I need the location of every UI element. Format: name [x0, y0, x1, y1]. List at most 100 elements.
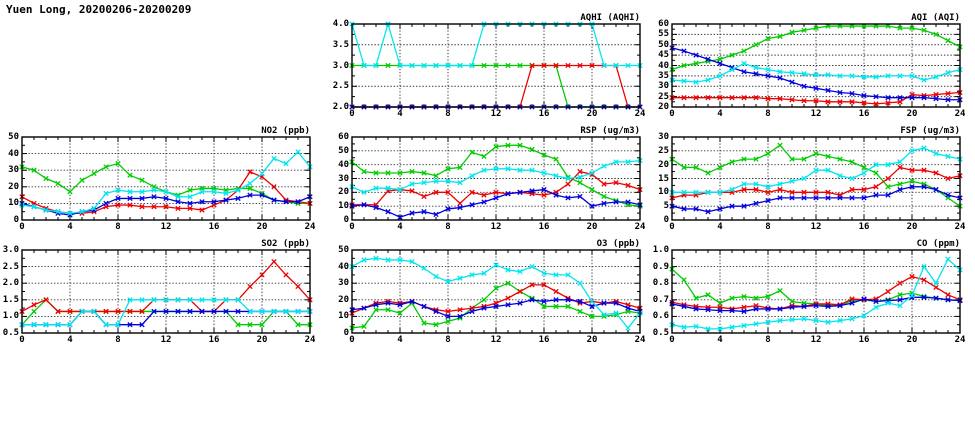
- x-tick-label: 12: [810, 109, 822, 119]
- series-line-blue: [351, 188, 641, 218]
- y-tick-label: 25: [658, 145, 669, 156]
- x-tick-label: 12: [490, 109, 502, 119]
- panel-title-o3: O3 (ppb): [596, 239, 640, 249]
- y-tick-label: 35: [658, 70, 669, 81]
- x-tick-label: 8: [115, 335, 121, 345]
- series-markers-blue: [349, 186, 643, 220]
- x-tick-label: 20: [906, 335, 918, 345]
- y-tick-label: 10: [338, 311, 349, 322]
- series-markers-red: [669, 89, 963, 107]
- y-tick-label: 0: [663, 215, 669, 225]
- panel-title-aqi: AQI (AQI): [911, 13, 960, 23]
- y-tick-label: 1.5: [2, 294, 19, 305]
- x-tick-label: 8: [765, 109, 771, 119]
- y-tick-label: 30: [338, 278, 349, 289]
- series-markers-cyan: [349, 157, 643, 195]
- y-tick-label: 60: [338, 132, 349, 142]
- y-tick-label: 30: [658, 132, 669, 142]
- series-markers-cyan: [349, 255, 643, 331]
- x-tick-label: 20: [586, 335, 598, 345]
- y-tick-label: 10: [658, 187, 669, 198]
- y-tick-label: 3.5: [332, 39, 349, 50]
- panel-rsp: RSP (ug/m3) 0 10 20 30 40 50 60 0 4 8 12 16 20 24: [338, 126, 645, 232]
- y-tick-label: 50: [338, 145, 349, 156]
- x-tick-label: 24: [954, 109, 966, 119]
- y-tick-label: 0: [343, 328, 349, 338]
- y-tick-label: 40: [338, 261, 349, 272]
- y-tick-label: 50: [338, 245, 349, 255]
- y-tick-label: 40: [8, 148, 19, 159]
- y-tick-label: 1.0: [2, 311, 19, 322]
- x-tick-label: 24: [304, 222, 316, 232]
- page-title: Yuen Long, 20200206-20200209: [6, 3, 192, 16]
- y-tick-label: 20: [338, 187, 349, 198]
- x-tick-label: 12: [810, 335, 822, 345]
- x-tick-label: 0: [669, 222, 675, 232]
- plot-area-fsp: [669, 136, 963, 221]
- series-markers-cyan: [669, 256, 963, 332]
- series-markers-green: [349, 142, 643, 209]
- y-tick-label: 20: [658, 102, 669, 112]
- y-tick-label: 15: [658, 173, 669, 184]
- x-tick-label: 24: [954, 335, 966, 345]
- x-tick-label: 12: [160, 222, 172, 232]
- series-markers-cyan: [349, 21, 643, 69]
- series-markers-cyan: [19, 149, 313, 217]
- x-tick-label: 20: [906, 109, 918, 119]
- x-tick-label: 12: [490, 335, 502, 345]
- x-tick-label: 20: [906, 222, 918, 232]
- x-tick-label: 12: [490, 222, 502, 232]
- plot-area-o3: [349, 249, 643, 334]
- plot-frame: [351, 23, 641, 108]
- panel-title-no2: NO2 (ppb): [261, 126, 310, 136]
- series-markers-cyan: [669, 60, 963, 85]
- x-tick-label: 24: [304, 335, 316, 345]
- y-tick-label: 2.5: [332, 81, 349, 92]
- plot-frame: [21, 249, 311, 334]
- plot-area-no2: [19, 136, 313, 221]
- plot-area-rsp: [349, 136, 643, 221]
- x-tick-label: 8: [445, 109, 451, 119]
- x-tick-label: 24: [634, 335, 646, 345]
- series-markers-cyan: [669, 145, 963, 195]
- series-markers-green: [669, 23, 963, 73]
- x-tick-label: 4: [67, 222, 73, 232]
- panel-aqhi: AQHI (AQHI) 2.0 2.5 3.0 3.5 4.0 0 4 8 12 16 20 24: [333, 13, 646, 119]
- panel-fsp: FSP (ug/m3) 0 5 10 15 20 25 30 0 4 8 12 16 20 24: [658, 126, 965, 232]
- panel-co: CO (ppm) 0.5 0.6 0.7 0.8 0.9 1.0 0 4 8 12 16 20 24: [653, 239, 966, 345]
- series-markers-blue: [669, 45, 963, 103]
- y-tick-label: 4.0: [332, 19, 349, 29]
- y-tick-label: 0.9: [652, 261, 669, 272]
- y-tick-label: 0: [343, 215, 349, 225]
- x-tick-label: 24: [634, 109, 646, 119]
- y-tick-label: 60: [658, 19, 669, 29]
- y-tick-label: 2.0: [2, 278, 19, 289]
- y-tick-label: 5: [663, 201, 669, 212]
- x-tick-label: 12: [160, 335, 172, 345]
- x-tick-label: 0: [19, 335, 25, 345]
- y-tick-label: 0.5: [652, 328, 669, 338]
- plot-area-aqhi: [349, 21, 643, 110]
- x-tick-label: 8: [765, 335, 771, 345]
- x-tick-label: 4: [717, 335, 723, 345]
- x-tick-label: 12: [810, 222, 822, 232]
- plot-frame: [351, 249, 641, 334]
- x-tick-label: 16: [208, 335, 220, 345]
- y-tick-label: 20: [8, 181, 19, 192]
- panel-title-aqhi: AQHI (AQHI): [580, 13, 640, 23]
- x-tick-label: 16: [858, 222, 870, 232]
- x-tick-label: 20: [256, 335, 268, 345]
- x-tick-label: 16: [538, 109, 550, 119]
- y-tick-label: 2.5: [2, 261, 19, 272]
- y-tick-label: 0.7: [652, 294, 669, 305]
- plot-area-co: [669, 249, 963, 334]
- x-tick-label: 4: [397, 222, 403, 232]
- x-tick-label: 20: [586, 222, 598, 232]
- series-markers-blue: [669, 294, 963, 315]
- x-tick-label: 8: [765, 222, 771, 232]
- x-tick-label: 16: [538, 335, 550, 345]
- y-tick-label: 50: [8, 132, 19, 142]
- plot-frame: [671, 23, 961, 108]
- y-tick-label: 3.0: [332, 60, 349, 71]
- y-tick-label: 30: [338, 173, 349, 184]
